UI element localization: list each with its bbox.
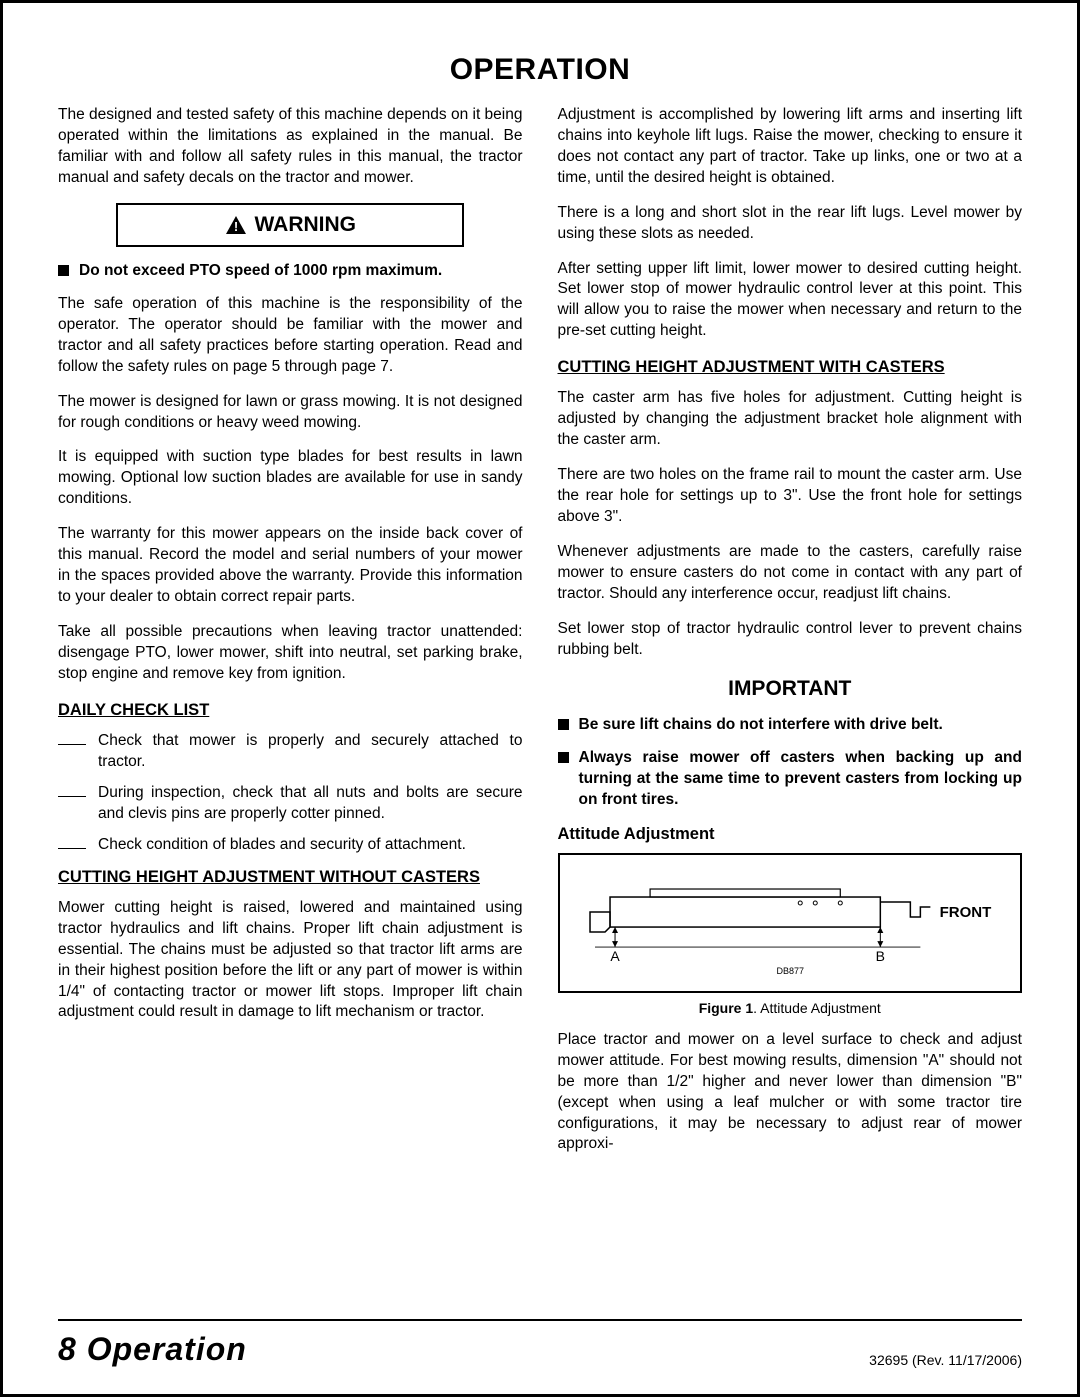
important-bullet-2: Always raise mower off casters when back… — [558, 748, 1023, 811]
footer-section: Operation — [87, 1331, 247, 1367]
casters-para-3: Whenever adjustments are made to the cas… — [558, 542, 1023, 605]
check-text-2: During inspection, check that all nuts a… — [98, 783, 523, 825]
check-item: During inspection, check that all nuts a… — [58, 783, 523, 825]
warning-bullet-text: Do not exceed PTO speed of 1000 rpm maxi… — [79, 261, 523, 282]
attitude-schematic-icon: A B FRONT DB877 — [580, 877, 1000, 977]
figure-id: DB877 — [776, 966, 804, 976]
safety-para-5: Take all possible precautions when leavi… — [58, 622, 523, 685]
check-blank-line — [58, 731, 86, 745]
cutting-without-para: Mower cutting height is raised, lowered … — [58, 898, 523, 1024]
check-blank-line — [58, 835, 86, 849]
page-number: 8 — [58, 1331, 77, 1367]
figure-caption-bold: Figure 1 — [699, 1000, 753, 1016]
front-label: FRONT — [939, 904, 991, 921]
doc-id: 32695 — [869, 1352, 908, 1368]
adjust-para-1: Adjustment is accomplished by lowering l… — [558, 105, 1023, 189]
important-bullet-1: Be sure lift chains do not interfere wit… — [558, 715, 1023, 736]
attitude-para: Place tractor and mower on a level surfa… — [558, 1030, 1023, 1156]
important-text-2: Always raise mower off casters when back… — [579, 748, 1023, 811]
square-bullet-icon — [58, 265, 69, 276]
warning-triangle-icon: ! — [225, 215, 247, 235]
casters-para-1: The caster arm has five holes for adjust… — [558, 388, 1023, 451]
footer-right: 32695 (Rev. 11/17/2006) — [869, 1352, 1022, 1368]
cutting-without-casters-heading: CUTTING HEIGHT ADJUSTMENT WITHOUT CASTER… — [58, 866, 523, 888]
check-text-3: Check condition of blades and security o… — [98, 835, 523, 856]
intro-para: The designed and tested safety of this m… — [58, 105, 523, 189]
safety-para-4: The warranty for this mower appears on t… — [58, 524, 523, 608]
safety-para-2: The mower is designed for lawn or grass … — [58, 392, 523, 434]
square-bullet-icon — [558, 719, 569, 730]
casters-para-2: There are two holes on the frame rail to… — [558, 465, 1023, 528]
right-column: Adjustment is accomplished by lowering l… — [558, 105, 1023, 1169]
footer-left: 8 Operation — [58, 1331, 247, 1368]
content-columns: The designed and tested safety of this m… — [58, 105, 1022, 1169]
adjust-para-3: After setting upper lift limit, lower mo… — [558, 259, 1023, 343]
attitude-heading: Attitude Adjustment — [558, 823, 1023, 845]
check-item: Check condition of blades and security o… — [58, 835, 523, 856]
dim-a-label: A — [610, 948, 620, 964]
safety-para-3: It is equipped with suction type blades … — [58, 447, 523, 510]
page-footer: 8 Operation 32695 (Rev. 11/17/2006) — [58, 1319, 1022, 1368]
page-title: OPERATION — [58, 53, 1022, 87]
svg-text:!: ! — [233, 219, 237, 234]
casters-para-4: Set lower stop of tractor hydraulic cont… — [558, 619, 1023, 661]
attitude-figure: A B FRONT DB877 — [558, 853, 1023, 993]
check-blank-line — [58, 783, 86, 797]
cutting-with-casters-heading: CUTTING HEIGHT ADJUSTMENT WITH CASTERS — [558, 356, 1023, 378]
important-heading: IMPORTANT — [558, 675, 1023, 703]
warning-bullet: Do not exceed PTO speed of 1000 rpm maxi… — [58, 261, 523, 282]
figure-caption-rest: . Attitude Adjustment — [753, 1000, 881, 1016]
important-text-1: Be sure lift chains do not interfere wit… — [579, 715, 1023, 736]
adjust-para-2: There is a long and short slot in the re… — [558, 203, 1023, 245]
revision: (Rev. 11/17/2006) — [912, 1352, 1022, 1368]
warning-label: WARNING — [255, 211, 357, 239]
safety-para-1: The safe operation of this machine is th… — [58, 294, 523, 378]
figure-caption: Figure 1. Attitude Adjustment — [558, 999, 1023, 1018]
check-item: Check that mower is properly and securel… — [58, 731, 523, 773]
square-bullet-icon — [558, 752, 569, 763]
left-column: The designed and tested safety of this m… — [58, 105, 523, 1169]
check-text-1: Check that mower is properly and securel… — [98, 731, 523, 773]
dim-b-label: B — [875, 948, 884, 964]
daily-check-heading: DAILY CHECK LIST — [58, 699, 523, 721]
warning-box: ! WARNING — [116, 203, 464, 247]
